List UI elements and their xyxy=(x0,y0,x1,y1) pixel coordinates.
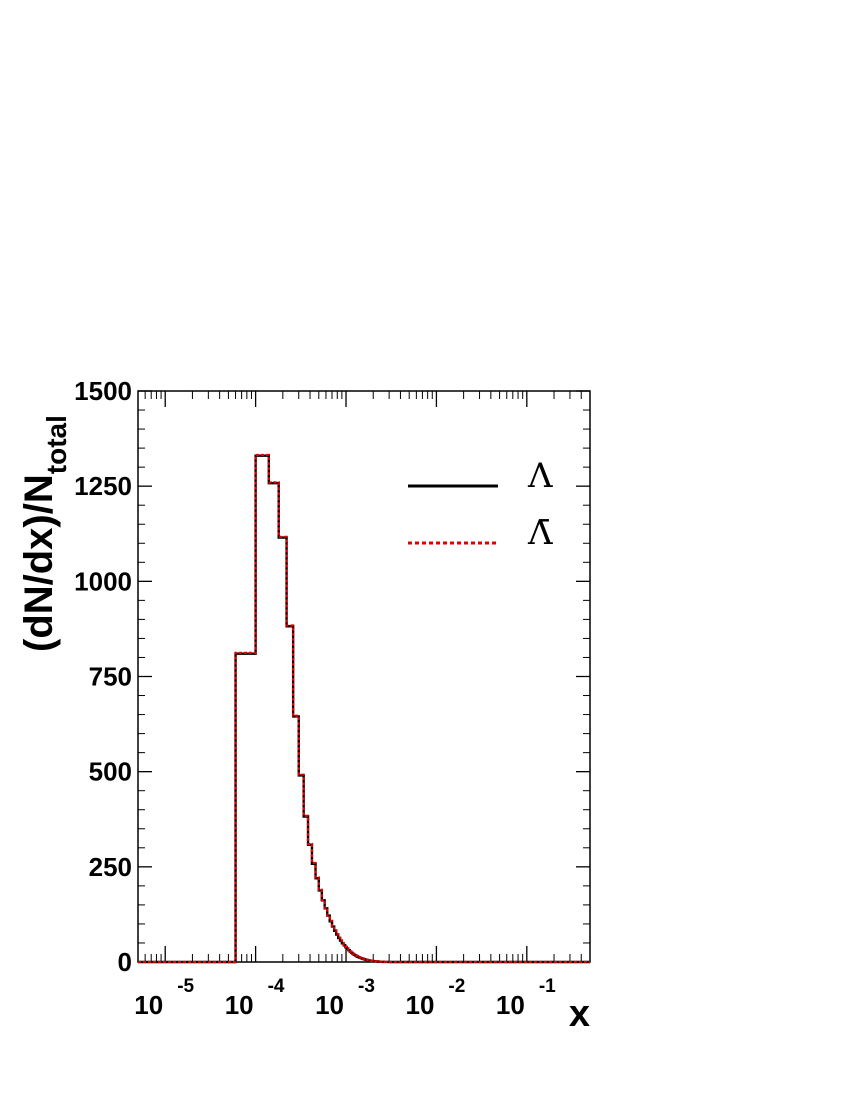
y-tick-labels: 0 250 500 750 1000 1250 1500 xyxy=(74,376,132,977)
series-group xyxy=(138,453,590,964)
legend: Λ Λ̄ xyxy=(408,456,553,553)
plot-area xyxy=(137,390,591,963)
x-tick-label: 10 -3 xyxy=(315,976,375,1020)
x-tick-base: 10 xyxy=(315,990,344,1020)
x-tick-label: 10 -2 xyxy=(405,976,465,1020)
y-tick-label: 0 xyxy=(118,947,132,977)
x-tick-exponent: -4 xyxy=(268,976,285,997)
y-axis-title: (dN/dx)/Ntotal xyxy=(17,415,72,652)
x-axis-title: x xyxy=(569,993,590,1035)
x-tick-label: 10 -1 xyxy=(496,976,556,1020)
x-tick-label: 10 -5 xyxy=(134,976,194,1020)
series-line-antilambda xyxy=(138,453,590,964)
y-tick-label: 750 xyxy=(89,662,132,692)
x-tick-label: 10 -4 xyxy=(225,976,285,1020)
major-ticks xyxy=(138,390,590,963)
minor-ticks xyxy=(138,391,591,962)
x-tick-exponent: -3 xyxy=(358,976,375,997)
y-tick-label: 250 xyxy=(89,852,132,882)
plot-frame xyxy=(137,390,591,963)
y-tick-label: 1250 xyxy=(74,471,132,501)
y-axis-title-sub: total xyxy=(41,415,72,474)
y-tick-label: 1000 xyxy=(74,566,132,596)
x-tick-base: 10 xyxy=(225,990,254,1020)
x-tick-exponent: -1 xyxy=(539,976,556,997)
legend-label-lambda: Λ xyxy=(527,456,553,496)
legend-label-antilambda: Λ̄ xyxy=(527,513,553,553)
y-tick-label: 1500 xyxy=(74,376,132,406)
x-tick-base: 10 xyxy=(405,990,434,1020)
series-line-lambda xyxy=(138,454,590,964)
x-tick-exponent: -5 xyxy=(177,976,194,997)
x-tick-base: 10 xyxy=(134,990,163,1020)
x-tick-exponent: -2 xyxy=(448,976,465,997)
y-tick-label: 500 xyxy=(89,757,132,787)
x-tick-base: 10 xyxy=(496,990,525,1020)
x-tick-labels: 10 -5 10 -4 10 -3 10 -2 10 -1 xyxy=(134,976,556,1020)
y-axis-title-main: (dN/dx)/N xyxy=(17,474,61,652)
